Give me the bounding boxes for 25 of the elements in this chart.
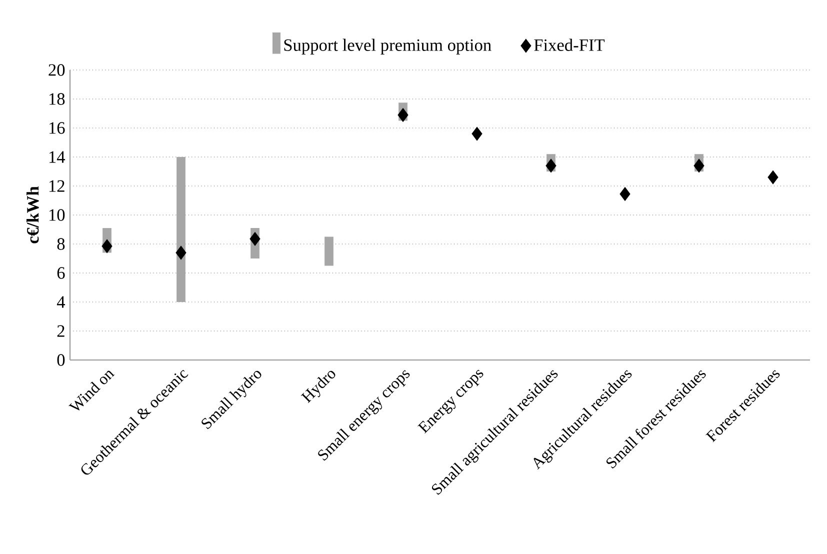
legend-label: Fixed-FIT xyxy=(534,38,605,51)
point xyxy=(694,158,704,173)
y-tick-label: 8 xyxy=(57,238,65,250)
point xyxy=(768,170,778,184)
point xyxy=(472,126,482,141)
bar xyxy=(176,157,186,302)
y-tick-label: 18 xyxy=(49,93,65,105)
point xyxy=(250,232,260,246)
y-tick-label: 14 xyxy=(49,151,66,163)
point xyxy=(546,158,556,173)
y-tick-label: 16 xyxy=(49,122,65,134)
y-axis-title: c€/kWh xyxy=(26,186,39,244)
y-tick-label: 0 xyxy=(57,354,65,366)
point xyxy=(176,246,186,260)
y-tick-label: 10 xyxy=(49,209,65,221)
y-tick-label: 4 xyxy=(56,296,66,308)
point xyxy=(620,187,630,201)
y-tick-label: 12 xyxy=(49,180,64,192)
point xyxy=(102,239,112,254)
y-tick-label: 2 xyxy=(57,325,64,337)
legend-label: Support level premium option xyxy=(284,38,492,54)
point xyxy=(398,108,408,122)
y-tick-label: 6 xyxy=(57,267,65,279)
y-tick-label: 20 xyxy=(48,64,65,76)
bar xyxy=(324,236,334,266)
